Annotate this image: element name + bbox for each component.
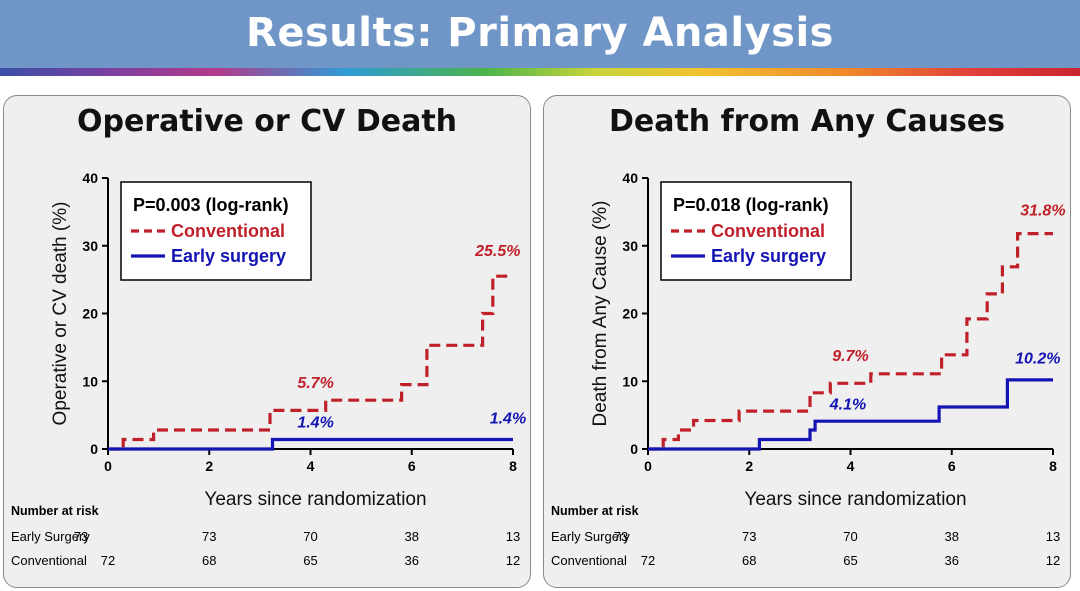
x-tick-label: 0 [104,458,112,474]
y-tick-label: 40 [82,170,98,186]
x-tick-label: 6 [948,458,956,474]
conventional-curve [108,274,513,451]
conventional-curve [648,232,1053,451]
x-tick-label: 8 [509,458,517,474]
risk-row-name: Conventional [11,553,87,568]
legend-label: Early surgery [171,246,286,266]
y-tick-label: 0 [90,441,98,457]
data-label: 9.7% [832,348,868,365]
risk-row-name: Early Surgery [11,529,90,544]
x-tick-label: 4 [847,458,855,474]
x-axis-label: Years since randomization [744,489,966,510]
x-tick-label: 6 [408,458,416,474]
risk-count: 65 [843,553,857,568]
risk-count: 72 [101,553,115,568]
x-tick-label: 4 [307,458,315,474]
risk-count: 38 [405,529,419,544]
slide-title: Results: Primary Analysis [246,10,834,56]
y-tick-label: 20 [82,306,98,322]
risk-count: 38 [945,529,959,544]
x-tick-label: 2 [205,458,213,474]
data-label: 4.1% [829,397,866,414]
risk-count: 12 [1046,553,1060,568]
risk-row-name: Conventional [551,553,627,568]
color-stripe [0,68,1080,76]
p-value-text: P=0.018 (log-rank) [673,195,829,215]
risk-count: 72 [641,553,655,568]
risk-count: 73 [614,529,628,544]
legend-label: Conventional [711,221,825,241]
risk-count: 70 [843,529,857,544]
y-axis-label: Operative or CV death (%) [50,202,71,426]
early-surgery-curve [108,437,513,451]
legend-box [660,181,852,281]
risk-count: 12 [506,553,520,568]
legend-box [120,181,312,281]
data-label: 25.5% [474,243,520,260]
data-label: 10.2% [1015,351,1060,368]
x-tick-label: 8 [1049,458,1057,474]
x-tick-label: 2 [745,458,753,474]
data-label: 1.4% [490,410,526,427]
x-tick-label: 0 [644,458,652,474]
risk-count: 73 [742,529,756,544]
y-tick-label: 30 [82,238,98,254]
data-label: 31.8% [1020,202,1065,219]
y-tick-label: 10 [82,373,98,389]
data-label: 1.4% [297,414,333,431]
title-banner [0,0,1080,68]
risk-count: 36 [945,553,959,568]
early-surgery-curve [648,378,1053,451]
y-axis-label: Death from Any Cause (%) [590,201,611,427]
risk-count: 65 [303,553,317,568]
panel-death-any-cause: Death from Any Causes 0 10 20 30 40 0 2 4 6 8 Year… [543,95,1071,588]
risk-table-header: Number at risk [551,504,639,518]
risk-table-header: Number at risk [11,504,99,518]
risk-count: 13 [1046,529,1060,544]
legend-label: Conventional [171,221,285,241]
legend-label: Early surgery [711,246,826,266]
x-axis-label: Years since randomization [204,489,426,510]
data-label: 5.7% [297,375,333,392]
risk-count: 73 [202,529,216,544]
y-tick-label: 40 [622,170,638,186]
chart-title: Death from Any Causes [608,104,1006,139]
y-tick-label: 10 [622,373,638,389]
p-value-text: P=0.003 (log-rank) [133,195,289,215]
y-tick-label: 20 [622,306,638,322]
risk-count: 68 [202,553,216,568]
y-tick-label: 30 [622,238,638,254]
panel-operative-cv-death: Operative or CV Death 0 10 20 30 40 0 2 4 6 8 Year… [3,95,531,588]
risk-count: 68 [742,553,756,568]
risk-count: 73 [74,529,88,544]
risk-count: 13 [506,529,520,544]
risk-row-name: Early Surgery [551,529,630,544]
risk-count: 36 [405,553,419,568]
chart-title: Operative or CV Death [76,104,458,139]
y-tick-label: 0 [630,441,638,457]
risk-count: 70 [303,529,317,544]
